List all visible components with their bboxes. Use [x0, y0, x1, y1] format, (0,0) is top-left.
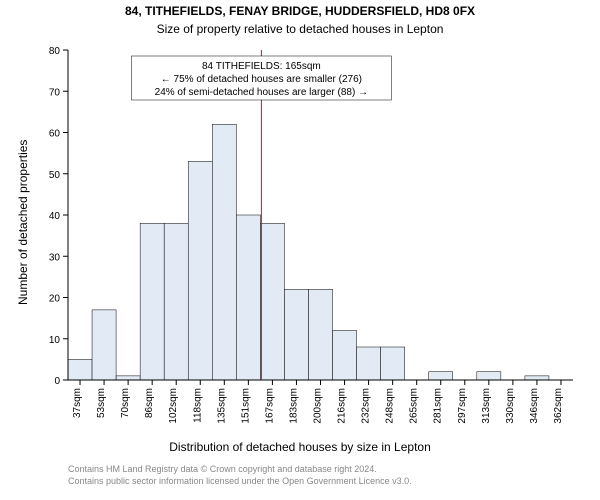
svg-text:232sqm: 232sqm [361, 388, 372, 424]
svg-text:24% of semi-detached houses ar: 24% of semi-detached houses are larger (… [155, 87, 368, 98]
svg-text:37sqm: 37sqm [72, 388, 83, 418]
svg-text:53sqm: 53sqm [96, 388, 107, 418]
svg-text:50: 50 [49, 170, 61, 181]
svg-text:70sqm: 70sqm [120, 388, 131, 418]
svg-text:80: 80 [49, 46, 61, 57]
svg-text:248sqm: 248sqm [385, 388, 396, 424]
svg-text:135sqm: 135sqm [216, 388, 227, 424]
svg-text:200sqm: 200sqm [313, 388, 324, 424]
svg-text:118sqm: 118sqm [192, 388, 203, 423]
svg-text:102sqm: 102sqm [168, 388, 179, 424]
svg-text:362sqm: 362sqm [553, 388, 564, 424]
svg-text:← 75% of detached houses are s: ← 75% of detached houses are smaller (27… [161, 74, 362, 85]
svg-text:60: 60 [49, 129, 61, 140]
svg-text:86sqm: 86sqm [144, 388, 155, 418]
svg-text:20: 20 [49, 294, 61, 305]
svg-text:70: 70 [49, 87, 61, 98]
svg-text:151sqm: 151sqm [240, 388, 251, 424]
svg-text:30: 30 [49, 252, 61, 263]
svg-text:346sqm: 346sqm [529, 388, 540, 424]
svg-text:297sqm: 297sqm [457, 388, 468, 424]
svg-text:313sqm: 313sqm [481, 388, 492, 424]
svg-text:183sqm: 183sqm [288, 388, 299, 424]
svg-text:84 TITHEFIELDS: 165sqm: 84 TITHEFIELDS: 165sqm [202, 61, 321, 72]
svg-text:0: 0 [54, 376, 60, 387]
svg-text:167sqm: 167sqm [264, 388, 275, 424]
histogram-chart: 0 10 20 30 40 50 60 70 80 37sqm 53sqm 70sqm 86sqm 102… [0, 0, 600, 500]
svg-text:10: 10 [49, 335, 61, 346]
svg-text:281sqm: 281sqm [433, 388, 444, 424]
svg-text:330sqm: 330sqm [505, 388, 516, 424]
svg-text:40: 40 [49, 211, 61, 222]
svg-text:265sqm: 265sqm [409, 388, 420, 424]
svg-text:216sqm: 216sqm [337, 388, 348, 424]
